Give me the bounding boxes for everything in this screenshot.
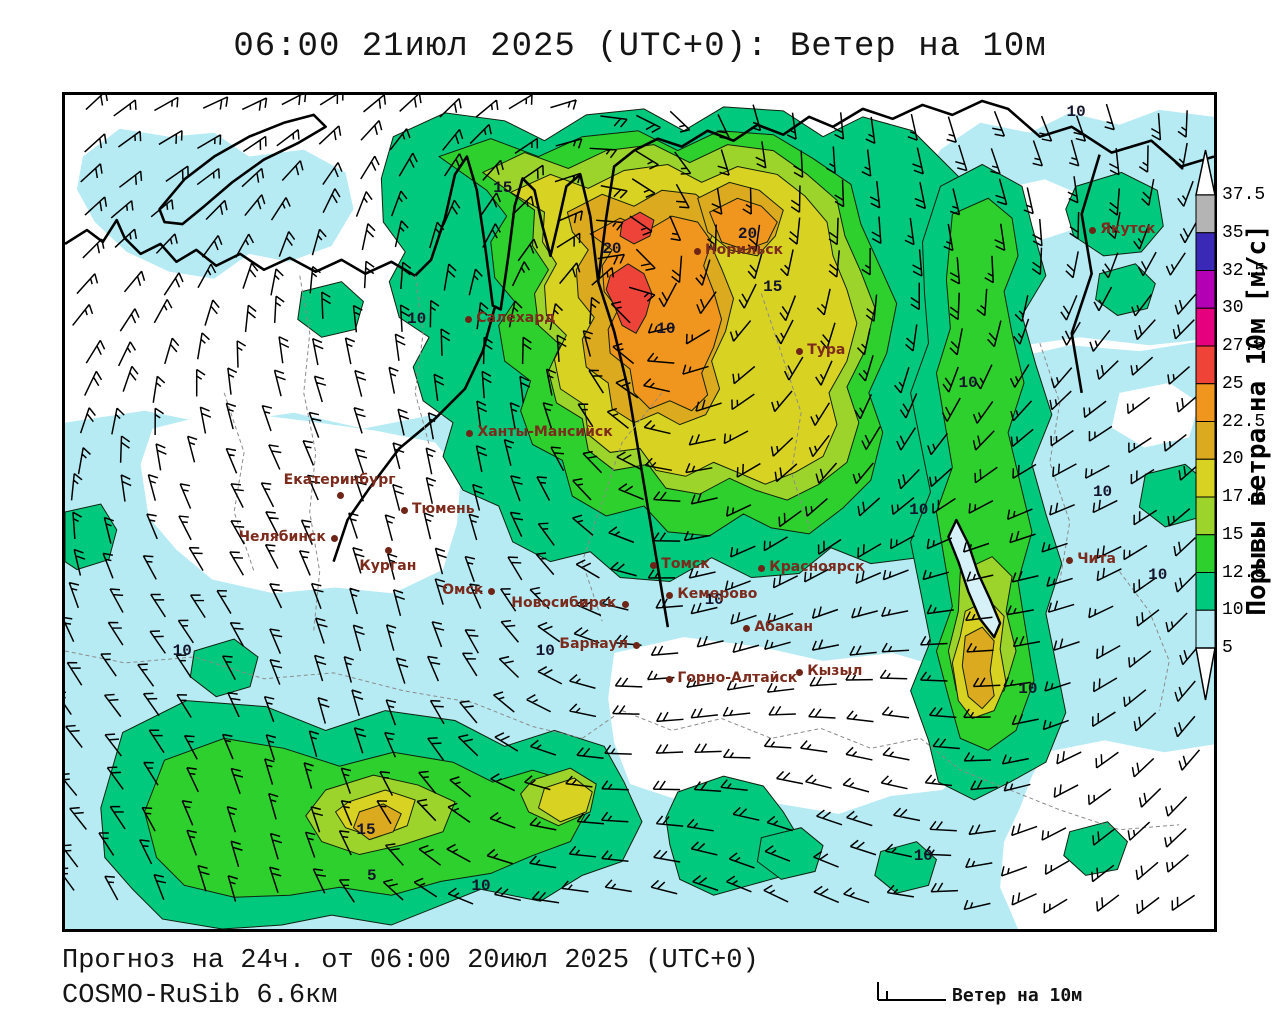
- contour-value-label: 20: [737, 225, 758, 244]
- city-dot: [796, 348, 804, 356]
- city-dot: [666, 591, 674, 599]
- colorbar-segment: [1195, 270, 1216, 309]
- city-layer: Норильск Якутск Салехард Тура Ханты-Мансийск…: [65, 95, 1214, 929]
- city-label: Абакан: [754, 618, 814, 635]
- city-dot: [1066, 556, 1074, 564]
- colorbar-segment: [1195, 194, 1216, 234]
- contour-value-label: 10: [1018, 679, 1038, 698]
- map-art: [65, 95, 1214, 929]
- page-title: 06:00 21июл 2025 (UTC+0): Ветер на 10м: [233, 28, 1047, 66]
- colorbar-tick-label: 25: [1222, 373, 1244, 394]
- contour-value-label: 10: [909, 501, 929, 520]
- city-dot: [465, 316, 473, 324]
- model-caption: COSMO-RuSib 6.6км: [62, 981, 338, 1011]
- city-dot: [621, 600, 629, 608]
- city-label: Барнаул: [559, 636, 629, 653]
- city-dot: [693, 247, 701, 255]
- colorbar-tick-label: 22.5: [1222, 411, 1266, 432]
- city-label: Челябинск: [238, 528, 326, 545]
- city-dot: [743, 624, 751, 632]
- contour-value-label: 10: [1066, 102, 1086, 121]
- colorbar-arrow-up: [1195, 149, 1216, 196]
- wind-barb-legend-icon: [877, 982, 946, 1001]
- colorbar-segment: [1195, 458, 1216, 498]
- colorbar-tick-label: 10: [1222, 600, 1244, 621]
- city-label: Салехард: [476, 310, 556, 327]
- contour-value-label: 10: [406, 310, 427, 329]
- colorbar-segment: [1195, 534, 1216, 573]
- city-dot: [384, 546, 392, 554]
- colorbar-tick-label: 15: [1222, 524, 1244, 545]
- colorbar: [1195, 149, 1216, 701]
- contour-value-label: 10: [535, 642, 555, 661]
- city-label: Томск: [661, 556, 710, 573]
- colorbar-segment: [1195, 496, 1216, 536]
- city-dot: [466, 429, 474, 437]
- city-label: Кемерово: [677, 585, 758, 602]
- contour-label-layer: 20 20 15 15 10 10 10 10 10 10 10 10 10 10 10 10 15 5 10: [65, 95, 1214, 929]
- colorbar-tick-label: 30: [1222, 298, 1244, 319]
- colorbar-tick-label: 27.5: [1222, 336, 1266, 356]
- contour-value-label: 10: [1148, 565, 1168, 584]
- contour-value-label: 15: [356, 820, 376, 839]
- colorbar-tick-label: 12.5: [1222, 562, 1266, 583]
- city-label: Якутск: [1100, 221, 1156, 238]
- forecast-caption: Прогноз на 24ч. от 06:00 20июл 2025 (UTC…: [62, 946, 759, 976]
- city-label: Екатеринбург: [283, 472, 396, 489]
- city-label: Чита: [1077, 550, 1116, 567]
- colorbar-tick-label: 35: [1222, 222, 1244, 243]
- contour-value-label: 10: [958, 373, 978, 392]
- city-dot: [758, 564, 766, 572]
- city-label: Кызыл: [807, 663, 863, 680]
- colorbar-tick-label: 5: [1222, 638, 1233, 658]
- colorbar-segment: [1195, 232, 1216, 271]
- city-label: Новосибирск: [511, 594, 617, 611]
- contour-value-label: 5: [366, 866, 377, 885]
- city-dot: [1089, 227, 1097, 235]
- city-dot: [330, 534, 338, 542]
- colorbar-segment: [1195, 307, 1216, 347]
- contour-value-label: 10: [656, 319, 676, 338]
- city-label: Горно-Алтайск: [677, 669, 798, 686]
- city-dot: [666, 675, 674, 683]
- wind-barbs: [65, 95, 1202, 915]
- contour-value-label: 15: [493, 179, 513, 198]
- colorbar-tick-label: 32.5: [1222, 260, 1266, 281]
- colorbar-segment: [1195, 383, 1216, 422]
- colorbar-scale: [1195, 194, 1216, 649]
- city-dot: [336, 492, 344, 500]
- contour-value-label: 10: [704, 591, 724, 610]
- weather-map: 20 20 15 15 10 10 10 10 10 10 10 10 10 10 10 10 15 5 10 Но…: [62, 92, 1217, 932]
- city-dot: [633, 642, 641, 650]
- colorbar-segment: [1195, 609, 1216, 649]
- city-dot: [400, 507, 408, 515]
- city-label: Тура: [807, 342, 846, 359]
- contour-value-label: 10: [172, 642, 192, 661]
- wind-barb-legend-label: Ветер на 10м: [952, 985, 1083, 1006]
- colorbar-segment: [1195, 345, 1216, 385]
- colorbar-tick-label: 37.5: [1222, 185, 1266, 205]
- city-label: Норильск: [704, 241, 784, 258]
- contour-value-label: 15: [763, 277, 783, 296]
- city-label: Омск: [442, 582, 484, 599]
- contour-value-label: 20: [602, 240, 622, 259]
- contour-value-label: 10: [471, 876, 491, 895]
- colorbar-segment: [1195, 572, 1216, 611]
- city-label: Красноярск: [769, 558, 865, 575]
- city-dot: [650, 562, 658, 570]
- city-dot: [796, 669, 804, 677]
- colorbar-tick-label: 17.5: [1222, 487, 1266, 507]
- colorbar-tick-label: 20: [1222, 449, 1244, 470]
- city-label: Курган: [359, 557, 417, 574]
- colorbar-segment: [1195, 421, 1216, 460]
- colorbar-axis-label: Порывы ветра на 10м [м/с]: [1242, 224, 1272, 616]
- contour-value-label: 10: [1092, 482, 1113, 501]
- city-label: Тюмень: [411, 501, 475, 518]
- city-dot: [488, 588, 496, 596]
- contour-value-label: 10: [913, 846, 933, 865]
- colorbar-arrow-down: [1195, 647, 1216, 701]
- city-label: Ханты-Мансийск: [477, 423, 613, 440]
